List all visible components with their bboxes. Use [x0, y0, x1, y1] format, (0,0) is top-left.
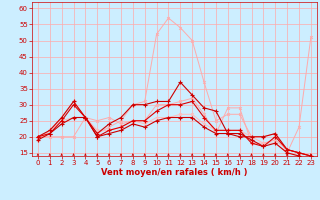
X-axis label: Vent moyen/en rafales ( km/h ): Vent moyen/en rafales ( km/h ): [101, 168, 248, 177]
